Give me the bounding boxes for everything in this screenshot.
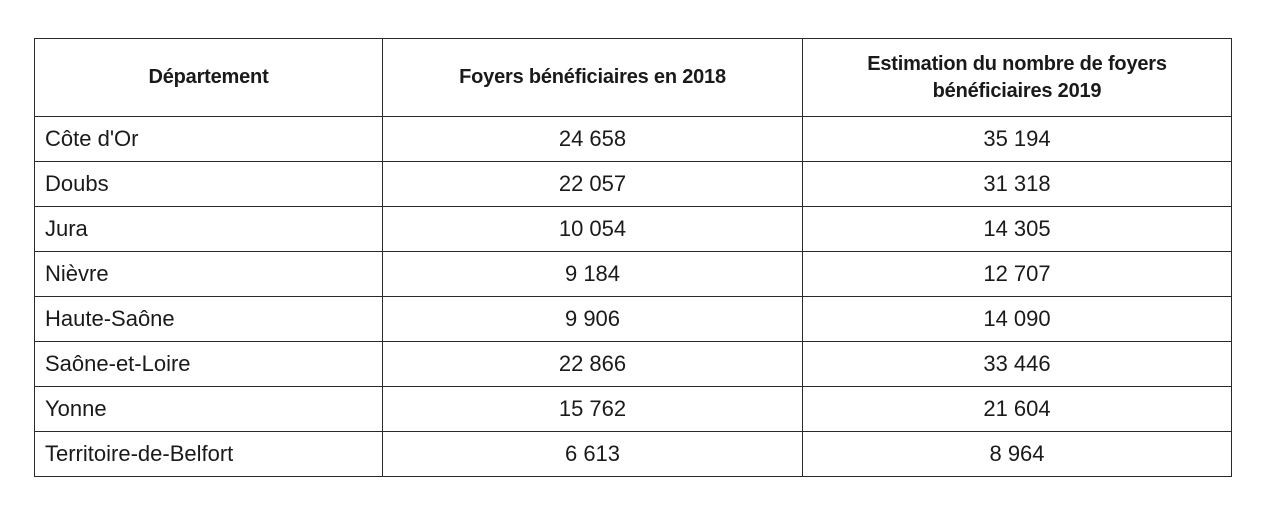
- cell-estimation-2019: 14 305: [802, 206, 1232, 252]
- cell-estimation-2019: 31 318: [802, 161, 1232, 207]
- cell-foyers-2018: 22 866: [382, 341, 803, 387]
- cell-departement: Côte d'Or: [34, 116, 383, 162]
- table-row: Territoire-de-Belfort 6 613 8 964: [34, 431, 1232, 477]
- table-row: Doubs 22 057 31 318: [34, 161, 1232, 207]
- beneficiaires-table: Département Foyers bénéficiaires en 2018…: [34, 38, 1232, 477]
- cell-estimation-2019: 33 446: [802, 341, 1232, 387]
- header-departement: Département: [34, 38, 383, 117]
- cell-foyers-2018: 6 613: [382, 431, 803, 477]
- cell-estimation-2019: 21 604: [802, 386, 1232, 432]
- cell-departement: Doubs: [34, 161, 383, 207]
- table-row: Jura 10 054 14 305: [34, 206, 1232, 252]
- header-estimation-2019-label: Estimation du nombre de foyers bénéficia…: [867, 52, 1167, 102]
- cell-foyers-2018: 24 658: [382, 116, 803, 162]
- cell-estimation-2019: 14 090: [802, 296, 1232, 342]
- cell-departement: Saône-et-Loire: [34, 341, 383, 387]
- header-estimation-2019: Estimation du nombre de foyers bénéficia…: [802, 38, 1232, 117]
- table-row: Yonne 15 762 21 604: [34, 386, 1232, 432]
- cell-foyers-2018: 9 906: [382, 296, 803, 342]
- header-foyers-2018: Foyers bénéficiaires en 2018: [382, 38, 803, 117]
- cell-foyers-2018: 10 054: [382, 206, 803, 252]
- cell-departement: Haute-Saône: [34, 296, 383, 342]
- cell-foyers-2018: 9 184: [382, 251, 803, 297]
- table-row: Côte d'Or 24 658 35 194: [34, 116, 1232, 162]
- cell-foyers-2018: 15 762: [382, 386, 803, 432]
- table-row: Haute-Saône 9 906 14 090: [34, 296, 1232, 342]
- table-row: Nièvre 9 184 12 707: [34, 251, 1232, 297]
- cell-estimation-2019: 12 707: [802, 251, 1232, 297]
- cell-departement: Nièvre: [34, 251, 383, 297]
- cell-departement: Jura: [34, 206, 383, 252]
- cell-departement: Yonne: [34, 386, 383, 432]
- table-header-row: Département Foyers bénéficiaires en 2018…: [34, 38, 1232, 117]
- cell-estimation-2019: 8 964: [802, 431, 1232, 477]
- cell-departement: Territoire-de-Belfort: [34, 431, 383, 477]
- data-table-container: Département Foyers bénéficiaires en 2018…: [34, 38, 1232, 477]
- cell-estimation-2019: 35 194: [802, 116, 1232, 162]
- table-row: Saône-et-Loire 22 866 33 446: [34, 341, 1232, 387]
- cell-foyers-2018: 22 057: [382, 161, 803, 207]
